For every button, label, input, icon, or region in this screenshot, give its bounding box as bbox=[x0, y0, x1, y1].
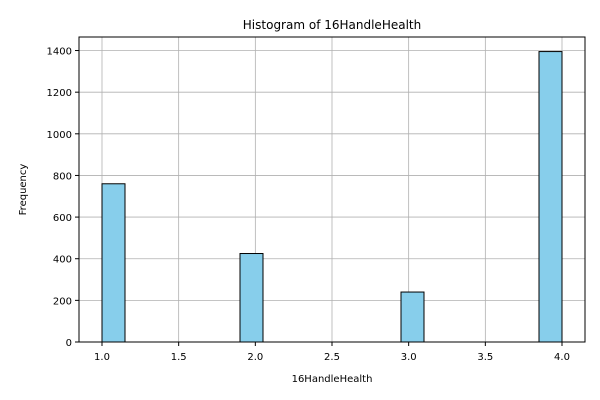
y-tick-label: 1400 bbox=[47, 47, 72, 58]
chart-title: Histogram of 16HandleHealth bbox=[243, 18, 421, 32]
y-tick-label: 0 bbox=[66, 338, 72, 349]
y-tick-label: 600 bbox=[53, 213, 72, 224]
histogram-bars bbox=[101, 51, 563, 343]
y-tick-label: 800 bbox=[53, 171, 72, 182]
y-tick-label: 1200 bbox=[47, 88, 72, 99]
x-tick-label: 2.0 bbox=[247, 352, 263, 363]
x-tick-label: 1.5 bbox=[171, 352, 187, 363]
axis-ticks: 1.0 1.5 2.0 2.5 3.0 3.5 4.0 0 200 400 600 800 1000 12… bbox=[47, 47, 570, 363]
x-tick-label: 4.0 bbox=[554, 352, 570, 363]
x-tick-label: 3.0 bbox=[401, 352, 417, 363]
grid-lines bbox=[79, 37, 585, 343]
y-tick-label: 400 bbox=[53, 255, 72, 266]
histogram-bar bbox=[101, 183, 126, 343]
histogram-bar bbox=[239, 253, 264, 343]
y-tick-label: 1000 bbox=[47, 130, 72, 141]
histogram-bar bbox=[400, 291, 425, 343]
histogram-bar bbox=[538, 51, 563, 343]
y-axis-label: Frequency bbox=[18, 164, 29, 216]
x-tick-label: 2.5 bbox=[324, 352, 340, 363]
x-tick-label: 1.0 bbox=[94, 352, 110, 363]
x-axis-label: 16HandleHealth bbox=[292, 374, 373, 385]
y-tick-label: 200 bbox=[53, 296, 72, 307]
x-tick-label: 3.5 bbox=[477, 352, 493, 363]
